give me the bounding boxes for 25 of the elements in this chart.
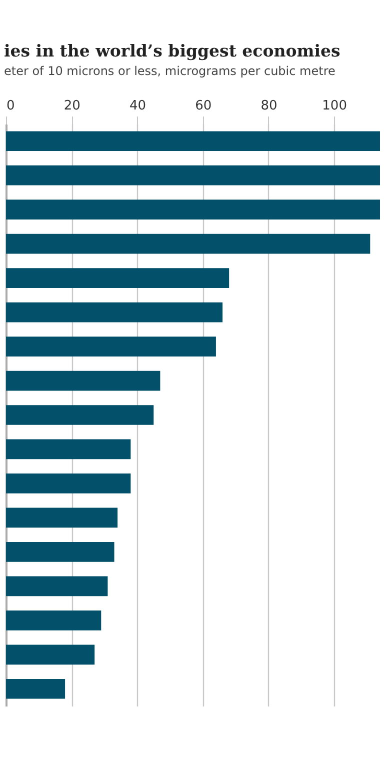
- x-tick-label: 40: [129, 98, 146, 114]
- bar: [6, 508, 118, 528]
- bar: [6, 576, 108, 596]
- bar: [6, 200, 380, 220]
- bar: [6, 234, 370, 254]
- bar: [6, 336, 216, 356]
- bar: [6, 678, 66, 699]
- bar: [6, 370, 160, 391]
- bar: [6, 644, 95, 665]
- bar: [6, 268, 230, 288]
- bar: [6, 610, 102, 630]
- bar: [6, 474, 131, 494]
- x-tick-label: 20: [64, 98, 80, 114]
- bar: [6, 439, 131, 460]
- bar: [6, 405, 154, 425]
- x-tick-label: 100: [322, 98, 347, 114]
- bar: [6, 165, 380, 186]
- x-tick-label: 60: [195, 98, 212, 114]
- bar: [6, 131, 380, 152]
- chart-title: ies in the world’s biggest economies: [4, 42, 340, 60]
- chart-subtitle: eter of 10 microns or less, micrograms per cubic metre: [4, 64, 336, 78]
- x-tick-label: 80: [260, 98, 278, 114]
- bar: [6, 542, 114, 562]
- x-tick-label: 0: [6, 98, 15, 114]
- bar: [6, 302, 223, 322]
